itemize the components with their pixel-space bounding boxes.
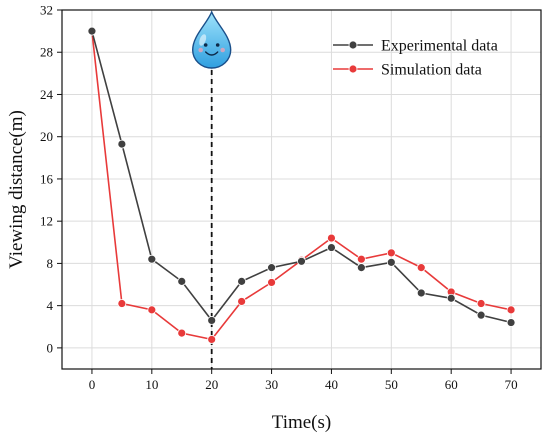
legend-marker bbox=[348, 40, 358, 50]
data-point-experimental-data bbox=[446, 293, 456, 303]
y-tick-label: 0 bbox=[47, 340, 54, 355]
x-tick-label: 50 bbox=[385, 377, 398, 392]
y-tick-label: 28 bbox=[40, 45, 53, 60]
x-axis-label: Time(s) bbox=[272, 412, 331, 433]
data-point-simulation-data bbox=[356, 254, 366, 264]
y-axis-label: Viewing distance(m) bbox=[6, 110, 27, 269]
data-point-simulation-data bbox=[476, 299, 486, 308]
legend-item-experimental-data: Experimental data bbox=[333, 38, 498, 55]
x-tick-label: 20 bbox=[205, 377, 218, 392]
data-point-simulation-data bbox=[207, 335, 217, 344]
x-tick-label: 30 bbox=[265, 377, 278, 392]
legend: Experimental data Simulation data bbox=[333, 38, 498, 79]
data-point-experimental-data bbox=[87, 26, 97, 36]
annotation bbox=[191, 10, 232, 369]
data-point-simulation-data bbox=[267, 278, 276, 287]
data-point-experimental-data bbox=[177, 276, 187, 286]
legend-item-simulation-data: Simulation data bbox=[333, 62, 482, 79]
legend-marker bbox=[348, 64, 358, 74]
y-tick-label: 4 bbox=[47, 298, 54, 313]
x-tick-label: 0 bbox=[89, 377, 96, 392]
data-point-simulation-data bbox=[147, 305, 157, 315]
x-tick-label: 40 bbox=[325, 377, 338, 392]
x-tick-label: 70 bbox=[505, 377, 518, 392]
y-tick-label: 24 bbox=[40, 87, 54, 102]
y-tick-label: 32 bbox=[40, 3, 53, 18]
data-point-experimental-data bbox=[117, 139, 127, 149]
water-drop-smiley-icon bbox=[191, 10, 232, 69]
y-tick-label: 20 bbox=[40, 129, 53, 144]
data-point-simulation-data bbox=[506, 305, 516, 315]
data-point-experimental-data bbox=[237, 276, 247, 286]
x-tick-label: 60 bbox=[445, 377, 458, 392]
data-point-experimental-data bbox=[386, 257, 396, 267]
data-point-experimental-data bbox=[327, 243, 336, 252]
data-point-experimental-data bbox=[476, 310, 486, 320]
data-point-experimental-data bbox=[207, 316, 217, 325]
legend-label: Simulation data bbox=[381, 62, 482, 79]
data-point-simulation-data bbox=[327, 233, 336, 243]
data-point-experimental-data bbox=[147, 254, 157, 264]
y-tick-label: 16 bbox=[40, 171, 54, 186]
y-tick-label: 12 bbox=[40, 214, 53, 229]
data-point-simulation-data bbox=[416, 263, 426, 273]
data-point-simulation-data bbox=[117, 299, 127, 308]
series-experimental-data bbox=[87, 26, 516, 327]
legend-label: Experimental data bbox=[381, 38, 498, 55]
data-point-simulation-data bbox=[177, 328, 187, 338]
x-tick-label: 10 bbox=[145, 377, 158, 392]
data-point-experimental-data bbox=[356, 263, 366, 273]
data-point-experimental-data bbox=[297, 256, 306, 266]
data-point-simulation-data bbox=[237, 297, 247, 306]
data-point-experimental-data bbox=[267, 263, 276, 273]
series-layer bbox=[87, 26, 516, 344]
plot-frame bbox=[61, 9, 542, 370]
data-point-experimental-data bbox=[506, 318, 516, 327]
data-point-simulation-data bbox=[386, 248, 396, 258]
y-tick-label: 8 bbox=[47, 256, 54, 271]
data-point-experimental-data bbox=[416, 288, 426, 298]
axis-ticks: 0 10 20 30 40 50 60 70 0 4 8 12 16 20 24 28 32 bbox=[40, 3, 518, 393]
